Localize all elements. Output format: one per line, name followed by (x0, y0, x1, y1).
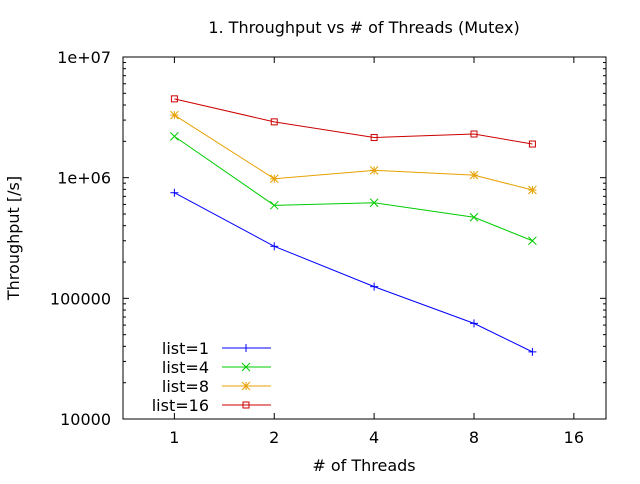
marker-stroke (470, 130, 478, 138)
series-line (174, 135, 533, 242)
legend-marker (241, 381, 251, 391)
data-point (528, 347, 537, 356)
marker-stroke (242, 401, 250, 409)
series-line (174, 98, 533, 145)
legend-marker (242, 401, 250, 409)
legend-label: list=8 (162, 377, 209, 396)
y-tick-label: 1e+07 (57, 48, 111, 67)
data-point (370, 134, 378, 142)
marker-stroke (170, 95, 178, 103)
data-point (469, 212, 479, 222)
data-point (170, 188, 179, 197)
series-list-1 (170, 188, 537, 356)
y-tick-label: 1e+06 (57, 169, 111, 188)
tick-layer: 1 2 4 8 16 10000 100000 1e+06 1e+07 (50, 48, 606, 447)
marker-stroke (528, 185, 537, 195)
data-point (528, 185, 537, 195)
legend-marker (242, 344, 250, 352)
legend-item: list=8 (162, 377, 271, 396)
y-tick-label: 100000 (50, 289, 111, 308)
data-point (170, 95, 178, 103)
plot-frame (122, 56, 607, 420)
x-tick-label: 8 (469, 428, 479, 447)
marker-stroke (370, 134, 378, 142)
y-axis-label: Throughput [/s] (4, 176, 23, 301)
marker-stroke (369, 165, 379, 175)
data-point (369, 198, 379, 208)
data-point (528, 140, 536, 148)
data-point (469, 170, 479, 180)
series-line (174, 114, 533, 191)
data-point (470, 130, 478, 138)
data-point (170, 110, 179, 120)
data-point (370, 282, 379, 291)
data-point (369, 165, 379, 175)
series-list-16 (170, 95, 536, 148)
data-point (269, 200, 279, 210)
legend-label: list=1 (162, 339, 209, 358)
legend-marker (241, 362, 251, 372)
x-tick-label: 2 (269, 428, 279, 447)
legend-item: list=4 (162, 358, 271, 377)
legend-item: list=1 (162, 339, 271, 358)
marker-stroke (528, 140, 536, 148)
marker-stroke (241, 381, 251, 391)
series-list-8 (170, 110, 537, 195)
series-layer (170, 95, 537, 356)
marker-stroke (469, 212, 479, 222)
series-list-4 (170, 131, 537, 246)
data-point (270, 118, 278, 126)
legend-label: list=16 (152, 396, 209, 415)
chart-title: 1. Throughput vs # of Threads (Mutex) (208, 18, 519, 37)
data-point (469, 319, 478, 328)
x-tick-label: 1 (169, 428, 179, 447)
data-point (269, 174, 279, 184)
x-axis-label: # of Threads (312, 456, 415, 475)
marker-stroke (270, 118, 278, 126)
marker-stroke (469, 170, 479, 180)
marker-stroke (269, 174, 279, 184)
y-tick-label: 10000 (60, 410, 111, 429)
marker-stroke (241, 362, 251, 372)
marker-stroke (170, 110, 179, 120)
x-tick-label: 4 (369, 428, 379, 447)
data-point (170, 131, 179, 141)
data-point (528, 236, 537, 246)
marker-stroke (528, 236, 537, 246)
x-tick-label: 16 (564, 428, 584, 447)
data-point (270, 242, 279, 251)
marker-stroke (369, 198, 379, 208)
series-line (174, 192, 533, 353)
legend-item: list=16 (152, 396, 271, 415)
marker-stroke (170, 131, 179, 141)
marker-stroke (269, 200, 279, 210)
legend-label: list=4 (162, 358, 209, 377)
